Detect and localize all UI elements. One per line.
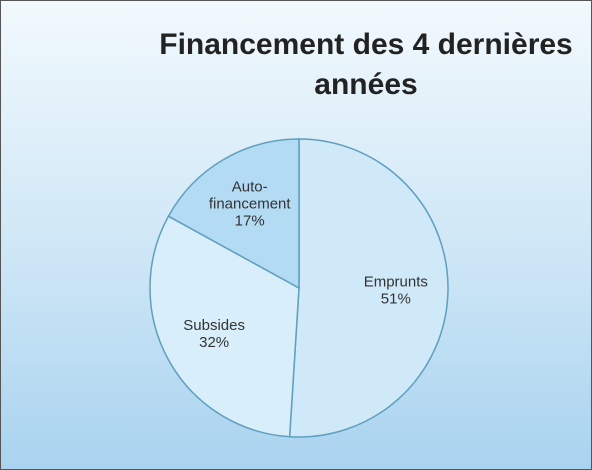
slice-label-line: Emprunts bbox=[364, 274, 428, 291]
pie-slice bbox=[149, 215, 300, 438]
chart-title: Financement des 4 dernières années bbox=[159, 28, 573, 101]
slice-value-label: 32% bbox=[199, 334, 229, 351]
slice-value-label: 17% bbox=[235, 213, 265, 230]
slice-label: Emprunts bbox=[364, 274, 428, 291]
slice-label: Auto-financement bbox=[209, 179, 292, 213]
slice-label-line: financement bbox=[209, 196, 292, 213]
slice-label-line: Auto- bbox=[232, 179, 268, 196]
slice-label: Subsides bbox=[183, 317, 245, 334]
pie-slice bbox=[167, 138, 300, 290]
slice-label-line: Subsides bbox=[183, 317, 245, 334]
pie-slice bbox=[288, 138, 449, 438]
slice-value-label: 51% bbox=[381, 291, 411, 308]
